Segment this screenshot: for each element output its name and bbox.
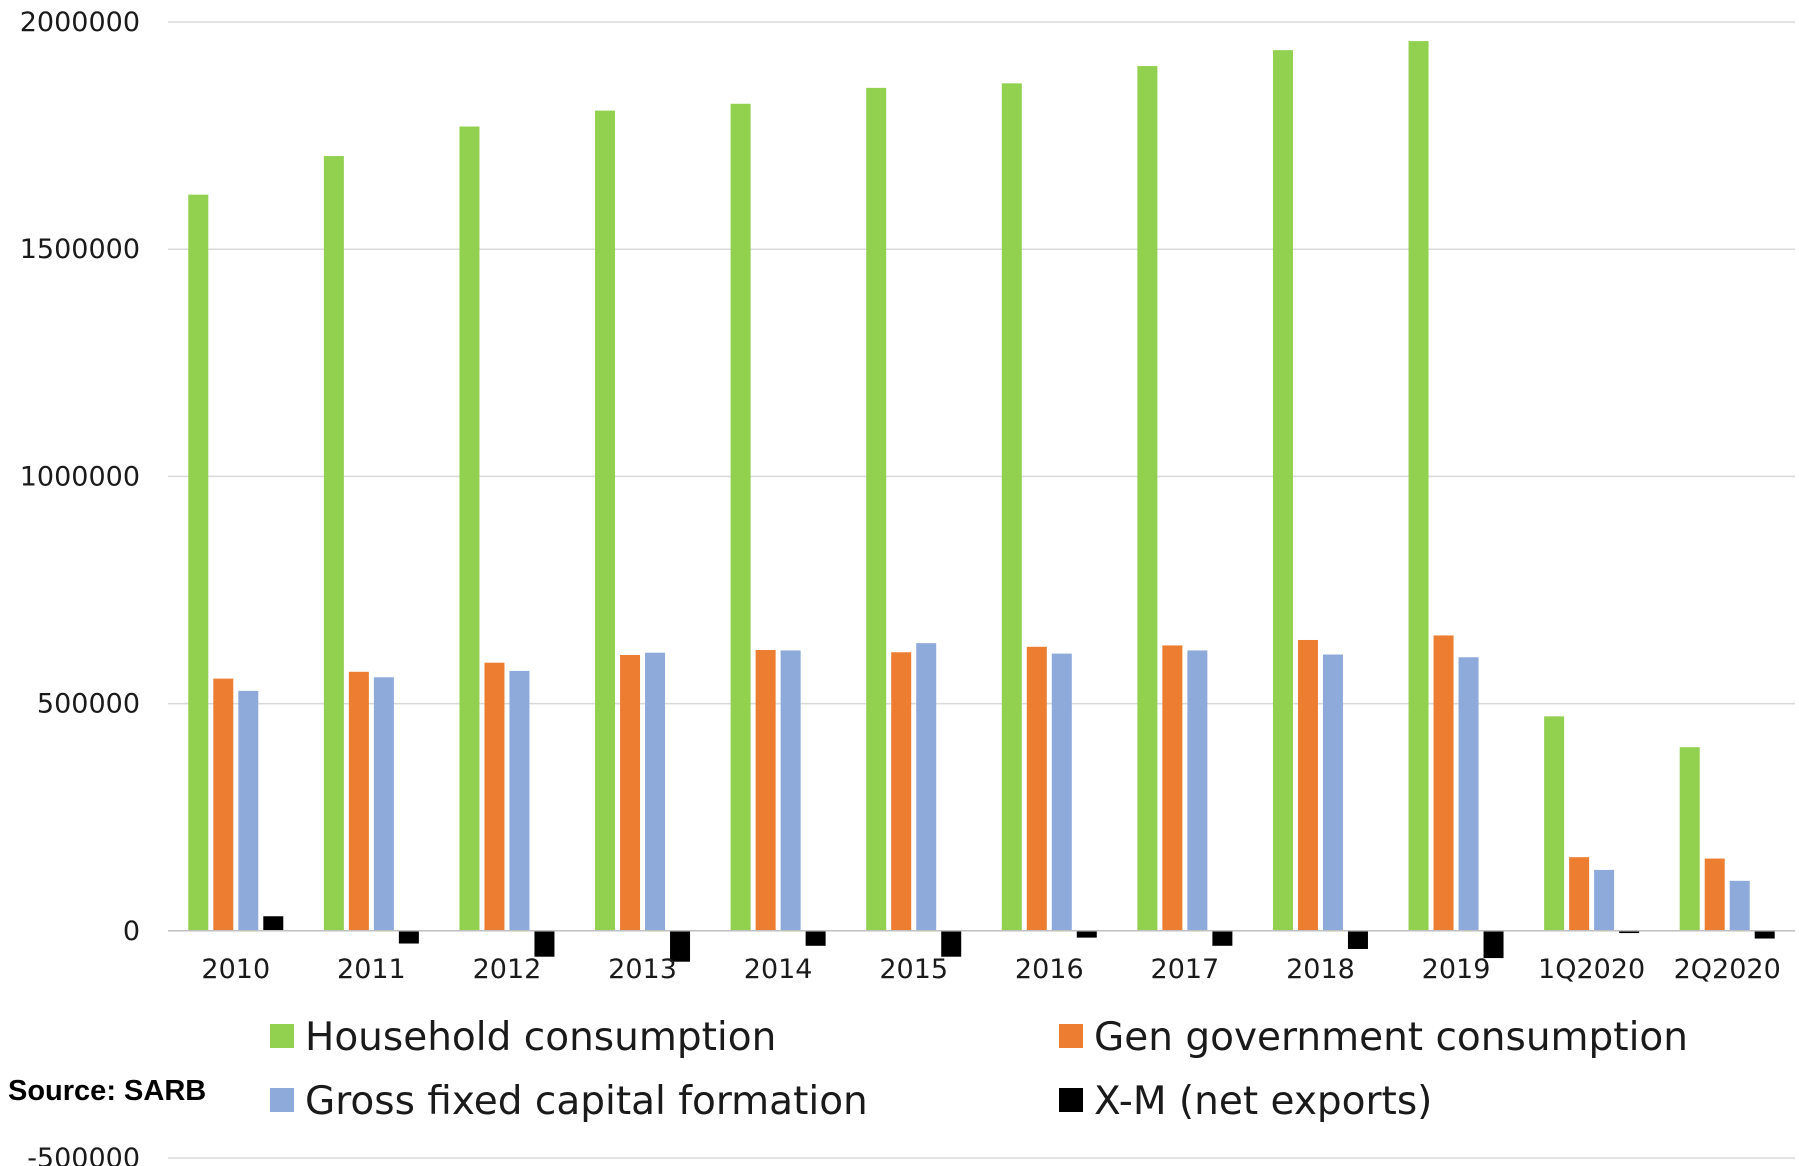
bar-gen-government-consumption-2019	[1433, 635, 1454, 931]
y-tick-label: 1000000	[20, 461, 140, 492]
bar-net-exports-2018	[1347, 930, 1368, 949]
legend-swatch-gen-government-consumption	[1059, 1024, 1083, 1048]
y-tick-label: -500000	[27, 1143, 140, 1166]
bar-household-consumption-2011	[323, 156, 344, 931]
x-axis-tick-labels: 2010 2011 2012 2013 2014 2015 2016 2017 2018 2019…	[201, 954, 1780, 985]
bar-gross-fixed-capital-formation-2013	[645, 652, 666, 931]
bar-household-consumption-2013	[595, 110, 616, 931]
bar-gen-government-consumption-2018	[1297, 639, 1318, 931]
x-tick-label: 2018	[1286, 954, 1355, 985]
bar-net-exports-2016	[1076, 930, 1097, 938]
bar-household-consumption-2017	[1137, 66, 1158, 931]
bar-household-consumption-2014	[730, 103, 751, 931]
legend-label-household-consumption: Household consumption	[305, 1015, 776, 1060]
x-tick-label: 2011	[337, 954, 406, 985]
bar-net-exports-2Q2020	[1754, 930, 1775, 939]
x-tick-label: 1Q2020	[1538, 954, 1645, 985]
bar-gross-fixed-capital-formation-2Q2020	[1729, 880, 1750, 931]
legend-swatch-net-exports	[1059, 1088, 1083, 1112]
bar-household-consumption-2015	[866, 87, 887, 931]
bar-gross-fixed-capital-formation-2012	[509, 670, 530, 931]
bar-gen-government-consumption-2010	[213, 678, 234, 931]
x-tick-label: 2017	[1151, 954, 1220, 985]
legend-label-net-exports: X-M (net exports)	[1094, 1079, 1432, 1124]
y-tick-label: 1500000	[20, 234, 140, 265]
bar-gross-fixed-capital-formation-2017	[1187, 650, 1208, 931]
y-axis-tick-labels: 2000000 1500000 1000000 500000 0 -500000	[20, 7, 140, 1166]
source-label: Source: SARB	[8, 1075, 206, 1107]
bar-net-exports-2012	[534, 930, 555, 957]
bar-gross-fixed-capital-formation-2010	[238, 690, 259, 931]
bar-household-consumption-1Q2020	[1544, 716, 1565, 931]
legend-swatch-gross-fixed-capital-formation	[270, 1088, 294, 1112]
bar-gross-fixed-capital-formation-2015	[916, 643, 937, 931]
bar-household-consumption-2012	[459, 126, 480, 931]
x-tick-label: 2Q2020	[1674, 954, 1781, 985]
bar-gross-fixed-capital-formation-2018	[1322, 654, 1343, 931]
bar-gen-government-consumption-2011	[348, 671, 369, 931]
legend-label-gross-fixed-capital-formation: Gross fixed capital formation	[305, 1079, 868, 1124]
x-tick-label: 2013	[608, 954, 677, 985]
bars	[188, 41, 1775, 962]
bar-gen-government-consumption-2017	[1162, 645, 1183, 931]
x-tick-label: 2019	[1422, 954, 1491, 985]
bar-gen-government-consumption-2016	[1026, 646, 1047, 931]
bar-gross-fixed-capital-formation-2016	[1051, 653, 1072, 931]
bar-net-exports-2019	[1483, 930, 1504, 959]
bar-gross-fixed-capital-formation-2019	[1458, 657, 1479, 931]
bar-net-exports-2014	[805, 930, 826, 946]
bar-net-exports-2011	[398, 930, 419, 944]
bar-gen-government-consumption-2015	[891, 652, 912, 931]
bar-gen-government-consumption-2013	[620, 654, 641, 931]
bar-net-exports-2017	[1212, 930, 1233, 946]
x-tick-label: 2014	[744, 954, 813, 985]
legend-swatch-household-consumption	[270, 1024, 294, 1048]
x-tick-label: 2010	[201, 954, 270, 985]
x-tick-label: 2016	[1015, 954, 1084, 985]
bar-net-exports-2013	[670, 930, 691, 962]
y-tick-label: 0	[123, 916, 140, 947]
bar-household-consumption-2Q2020	[1679, 747, 1700, 931]
bar-gen-government-consumption-1Q2020	[1569, 857, 1590, 931]
bar-gen-government-consumption-2012	[484, 662, 505, 931]
bar-gen-government-consumption-2Q2020	[1704, 858, 1725, 931]
y-tick-label: 2000000	[20, 7, 140, 38]
bar-household-consumption-2018	[1272, 50, 1293, 931]
bar-net-exports-2010	[263, 916, 284, 931]
bar-gross-fixed-capital-formation-2014	[780, 650, 801, 931]
legend-label-gen-government-consumption: Gen government consumption	[1094, 1015, 1688, 1060]
legend: Household consumption Gen government cons…	[270, 1015, 1688, 1124]
bar-net-exports-2015	[941, 930, 962, 957]
bar-net-exports-1Q2020	[1619, 930, 1640, 934]
bar-household-consumption-2010	[188, 194, 209, 931]
x-tick-label: 2012	[473, 954, 542, 985]
bar-household-consumption-2019	[1408, 41, 1429, 931]
bar-gen-government-consumption-2014	[755, 649, 776, 931]
bar-gross-fixed-capital-formation-1Q2020	[1594, 869, 1615, 931]
x-tick-label: 2015	[879, 954, 948, 985]
bar-household-consumption-2016	[1001, 83, 1022, 931]
bar-gross-fixed-capital-formation-2011	[373, 677, 394, 931]
y-tick-label: 500000	[37, 689, 140, 720]
gridlines	[168, 21, 1795, 1159]
